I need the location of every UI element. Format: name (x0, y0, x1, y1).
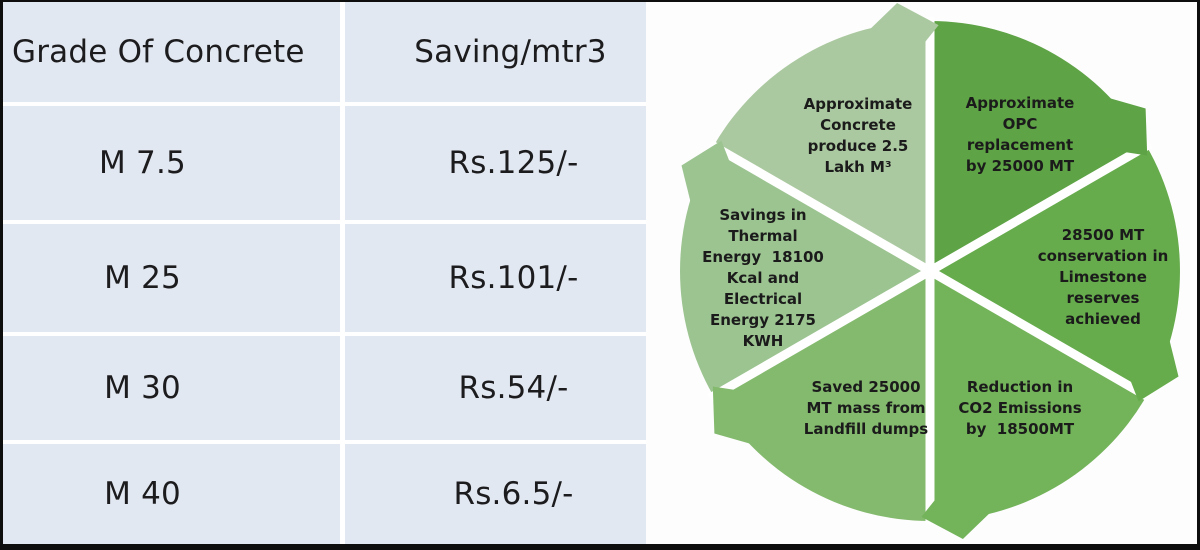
table-row-saving: Rs.6.5/- (345, 444, 646, 544)
segment-co2-reduction (930, 271, 1147, 521)
table-row-saving: Rs.125/- (345, 106, 646, 220)
arrowhead-landfill-savings (712, 386, 771, 448)
segment-label-opc-replacement: Approximate OPC replacement by 25000 MT (965, 94, 1075, 175)
segment-label-concrete-production: Approximate Concrete produce 2.5 Lakh M³ (803, 95, 913, 176)
segment-label-limestone-conservation: 28500 MT conservation in Limestone reser… (1037, 225, 1169, 328)
savings-table: Grade Of Concrete Saving/mtr3 M 7.5 Rs.1… (3, 2, 646, 544)
table-row-saving: Rs.101/- (345, 224, 646, 332)
segment-divider (927, 140, 1153, 275)
segment-concrete-production (713, 21, 930, 271)
cycle-arrows-graphic (680, 3, 1180, 539)
center-gap (923, 264, 937, 278)
segment-divider (927, 267, 1153, 402)
segment-divider (707, 140, 933, 275)
segment-limestone-conservation (930, 146, 1180, 396)
segment-label-energy-savings: Savings in Thermal Energy 18100 Kcal and… (702, 205, 824, 350)
arrowhead-limestone-conservation (1117, 325, 1179, 402)
table-row-grade: M 7.5 (3, 106, 340, 220)
segment-divider (707, 267, 933, 402)
segment-landfill-savings (713, 271, 930, 521)
segment-energy-savings (680, 146, 930, 396)
table-row-grade: M 40 (3, 444, 340, 544)
segment-label-co2-reduction: Reduction in CO2 Emissions by 18500MT (958, 377, 1082, 438)
segment-label-landfill-savings: Saved 25000 MT mass from Landfill dumps (803, 377, 929, 438)
arrowhead-opc-replacement (1089, 94, 1148, 156)
arrowhead-energy-savings (681, 140, 743, 217)
arrowhead-co2-reduction (921, 471, 1001, 539)
column-header-grade: Grade Of Concrete (3, 2, 340, 102)
table-row-grade: M 30 (3, 336, 340, 440)
table-row-saving: Rs.54/- (345, 336, 646, 440)
benefits-cycle-diagram: Approximate Concrete produce 2.5 Lakh M³… (646, 2, 1197, 544)
table-row-grade: M 25 (3, 224, 340, 332)
segment-opc-replacement (930, 21, 1147, 271)
arrowhead-concrete-production (859, 3, 939, 71)
column-header-saving: Saving/mtr3 (345, 2, 646, 102)
